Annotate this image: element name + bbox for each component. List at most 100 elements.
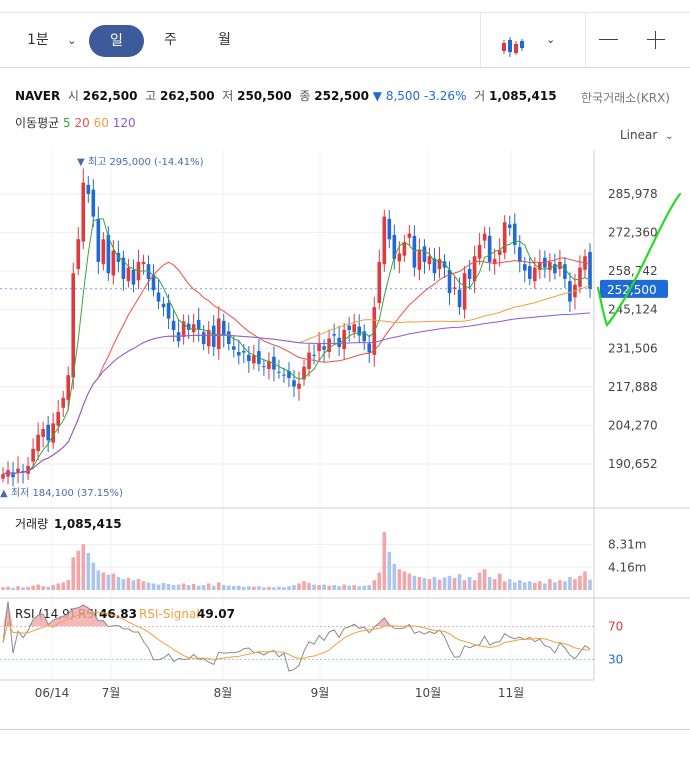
change-value: 8,500 xyxy=(385,89,421,103)
candle-body xyxy=(86,184,91,194)
candle-body xyxy=(66,375,71,401)
chevron-down-icon[interactable]: ⌄ xyxy=(546,33,556,46)
candle-body xyxy=(578,267,582,287)
volume-bar xyxy=(422,578,427,590)
candle-body xyxy=(322,346,326,350)
scale-mode-select[interactable]: Linear ⌄ xyxy=(620,128,674,142)
price-tick-label: 217,888 xyxy=(608,380,658,394)
volume-bar xyxy=(146,582,151,590)
candle-body xyxy=(467,268,472,279)
volume-label: 거 xyxy=(474,89,486,103)
price-tick-label: 285,978 xyxy=(608,187,658,201)
time-tick-label: 10월 xyxy=(415,686,441,700)
tab-week[interactable]: 주 xyxy=(164,32,177,48)
volume-bar xyxy=(136,579,141,590)
volume-bar xyxy=(578,575,582,590)
rsi-signal-line xyxy=(2,611,591,661)
volume-bar xyxy=(412,575,417,590)
candle-body xyxy=(417,250,422,270)
volume-bar xyxy=(101,572,106,590)
volume-bar xyxy=(91,562,96,590)
zoom-out-icon[interactable] xyxy=(599,39,618,40)
volume-bar xyxy=(387,551,392,590)
current-price-value: 252,500 xyxy=(607,283,657,297)
volume-bar xyxy=(588,579,592,590)
volume-bar xyxy=(452,578,457,590)
quote-summary: NAVER 시 262,500 고 262,500 저 250,500 종 25… xyxy=(15,87,557,104)
candle-body xyxy=(91,189,96,217)
time-tick-label: 11월 xyxy=(498,686,524,700)
candle-body xyxy=(377,261,382,303)
ma-120: 120 xyxy=(112,116,136,130)
candle-body xyxy=(563,264,567,279)
volume-bar xyxy=(277,586,281,590)
candle-body xyxy=(21,470,25,472)
volume-bar xyxy=(51,585,55,590)
volume-bar xyxy=(442,577,447,590)
ma-60-line xyxy=(2,285,591,475)
volume-bar xyxy=(247,586,251,590)
exchange-label: 한국거래소(KRX) xyxy=(581,91,670,105)
candle-body xyxy=(161,303,166,308)
volume-bar xyxy=(191,584,196,590)
interval-select[interactable]: 1분 ⌄ xyxy=(27,13,76,67)
candle-body xyxy=(242,351,246,353)
volume-bar xyxy=(287,586,291,590)
volume-bar xyxy=(522,582,527,590)
volume-panel-label: 거래량 xyxy=(15,517,48,531)
volume-bar xyxy=(161,582,166,590)
close-label: 종 xyxy=(299,89,311,103)
volume-bar xyxy=(548,579,552,590)
candle-body xyxy=(548,261,552,270)
candle-body xyxy=(327,338,331,352)
volume-value: 1,085,415 xyxy=(488,89,557,103)
tab-day[interactable]: 일 xyxy=(89,25,144,57)
volume-bar xyxy=(517,580,522,590)
candle-body xyxy=(422,246,427,262)
volume-bar xyxy=(116,576,121,590)
volume-bar xyxy=(131,580,136,590)
volume-bar xyxy=(492,579,497,590)
volume-bar xyxy=(543,583,547,590)
volume-bar xyxy=(427,579,432,590)
volume-bar xyxy=(568,576,572,590)
candle-body xyxy=(452,287,457,289)
volume-bar xyxy=(16,586,20,590)
ma-20-line xyxy=(2,257,591,475)
candle-body xyxy=(277,371,281,373)
volume-bar xyxy=(176,584,181,590)
candle-body xyxy=(442,261,447,268)
volume-bar xyxy=(467,576,472,590)
volume-bar xyxy=(472,580,477,590)
change-arrow: ▼ xyxy=(372,89,382,103)
candle-body xyxy=(141,261,146,265)
volume-bar xyxy=(61,582,66,590)
high-value: 262,500 xyxy=(159,89,215,103)
chart-type-select[interactable] xyxy=(500,28,526,57)
volume-bar xyxy=(186,585,191,590)
candle-body xyxy=(171,320,176,330)
candle-body xyxy=(156,292,161,302)
volume-bar xyxy=(41,586,45,590)
candle-body xyxy=(427,256,432,265)
candle-body xyxy=(588,252,592,289)
volume-bar xyxy=(352,585,356,590)
volume-bar xyxy=(267,586,271,590)
volume-bar xyxy=(397,569,402,590)
volume-bar xyxy=(402,571,407,590)
ma-legend-label: 이동평균 xyxy=(15,116,60,130)
volume-bar xyxy=(357,586,362,590)
volume-bar xyxy=(302,581,306,590)
volume-bar xyxy=(327,585,331,590)
volume-bar xyxy=(563,581,567,590)
volume-bar xyxy=(216,582,221,590)
candle-body xyxy=(267,361,271,369)
candle-body xyxy=(367,343,372,353)
ma-5: 5 xyxy=(63,116,71,130)
tab-month[interactable]: 월 xyxy=(218,32,231,48)
volume-bar xyxy=(71,557,76,590)
candle-body xyxy=(437,259,442,269)
zoom-in-icon[interactable] xyxy=(647,31,665,49)
volume-bar xyxy=(347,585,351,590)
